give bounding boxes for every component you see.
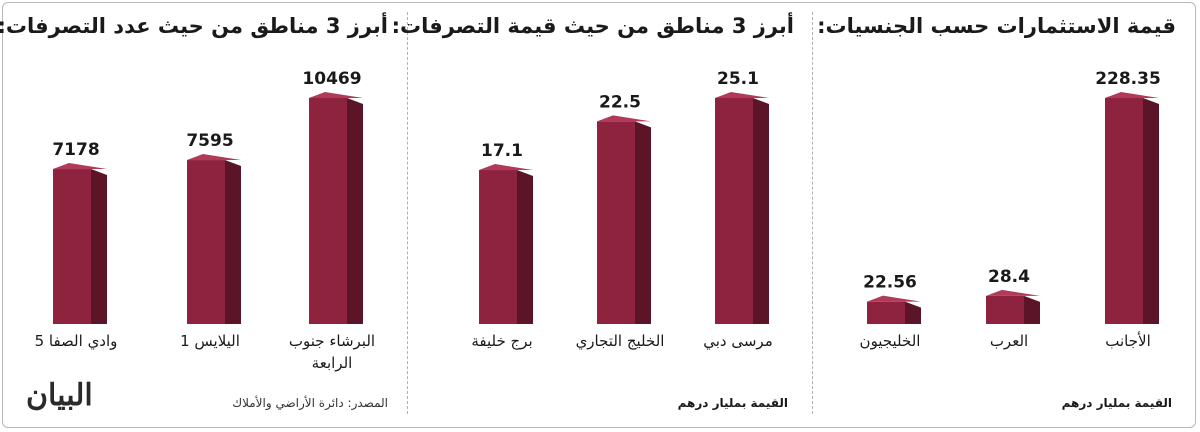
bar-top	[986, 289, 1040, 296]
bar-top	[479, 164, 533, 171]
category-label: وادي الصفا 5	[35, 332, 118, 351]
bar-value-label: 7178	[52, 140, 99, 160]
bar-top	[309, 92, 363, 98]
bar-top	[867, 295, 921, 302]
chart-title-nationalities: قيمة الاستثمارات حسب الجنسيات:	[817, 14, 1176, 38]
bar-front	[986, 295, 1024, 324]
bar-side	[905, 301, 921, 324]
bar-value-label: 22.56	[863, 273, 917, 293]
bar-front	[597, 121, 635, 324]
bar-front	[53, 169, 91, 324]
unit-note-value-areas: القيمة بمليار درهم	[677, 396, 788, 410]
bar-front	[479, 170, 517, 324]
chart-title-count-areas: أبرز 3 مناطق من حيث عدد التصرفات:	[0, 14, 388, 38]
bar-top	[187, 154, 241, 161]
category-label: العرب	[990, 332, 1028, 350]
bar-front	[715, 98, 753, 324]
bar-value-label: 28.4	[988, 267, 1030, 287]
brand-logo: البيان	[26, 378, 93, 413]
bar-side	[753, 98, 769, 324]
bar-top	[53, 163, 107, 170]
bar-value-label: 17.1	[481, 141, 523, 161]
bar-top	[715, 92, 769, 98]
panel-divider	[812, 12, 813, 414]
bar-front	[1105, 98, 1143, 324]
panel-divider	[407, 12, 408, 414]
bar-side	[225, 160, 241, 324]
bar-value-label: 7595	[186, 131, 233, 151]
category-label: برج خليفة	[471, 332, 532, 351]
bar-value-label: 10469	[302, 69, 361, 89]
category-label: الخليجيون	[860, 332, 921, 350]
bar-front	[867, 301, 905, 324]
bar-side	[517, 170, 533, 324]
bar-value-label: 22.5	[599, 92, 641, 112]
bar-top	[1105, 92, 1159, 98]
category-label: البرشاء جنوب الرابعة	[289, 332, 375, 372]
category-label: الخليج التجاري	[576, 332, 665, 351]
source-note: المصدر: دائرة الأراضي والأملاك	[232, 396, 388, 410]
bar-front	[309, 98, 347, 324]
bar-top	[597, 115, 651, 122]
category-label: مرسى دبي	[703, 332, 773, 351]
bar-front	[187, 160, 225, 324]
bar-side	[91, 169, 107, 324]
bar-side	[347, 98, 363, 324]
bar-side	[1024, 295, 1040, 324]
chart-title-value-areas: أبرز 3 مناطق من حيث قيمة التصرفات:	[391, 14, 794, 38]
category-label: الأجانب	[1105, 331, 1150, 350]
category-label: اليلايس 1	[180, 332, 240, 350]
unit-note-nationalities: القيمة بمليار درهم	[1061, 396, 1172, 410]
bar-value-label: 25.1	[717, 69, 759, 89]
bar-value-label: 228.35	[1095, 69, 1161, 89]
bar-side	[1143, 98, 1159, 324]
bar-side	[635, 121, 651, 324]
